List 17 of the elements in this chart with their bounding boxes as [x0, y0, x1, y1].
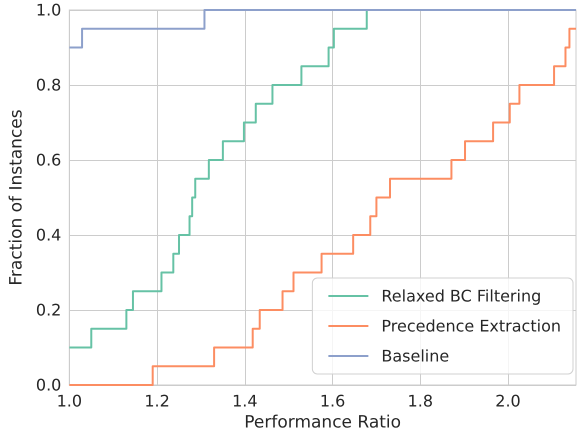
- legend-label: Precedence Extraction: [381, 316, 561, 336]
- y-tick-label: 0.8: [36, 76, 62, 94]
- y-tick-label: 0.4: [36, 226, 62, 244]
- y-tick-label: 0.2: [36, 300, 62, 320]
- x-tick-label: 1.4: [232, 392, 258, 410]
- x-axis-title: Performance Ratio: [244, 412, 402, 432]
- legend-label: Relaxed BC Filtering: [381, 286, 542, 306]
- x-tick-label: 1.2: [144, 392, 170, 410]
- x-tick-label: 1.0: [56, 392, 82, 410]
- x-tick-label: 2.0: [495, 392, 521, 410]
- y-axis-title: Fraction of Instances: [6, 109, 26, 286]
- x-tick-label: 1.6: [320, 392, 346, 410]
- y-tick-label: 1.0: [36, 0, 62, 20]
- x-tick-label: 1.8: [408, 392, 433, 410]
- legend-label: Baseline: [381, 346, 450, 366]
- y-tick-label: 0.6: [36, 150, 62, 170]
- y-tick-label: 0.0: [36, 376, 62, 394]
